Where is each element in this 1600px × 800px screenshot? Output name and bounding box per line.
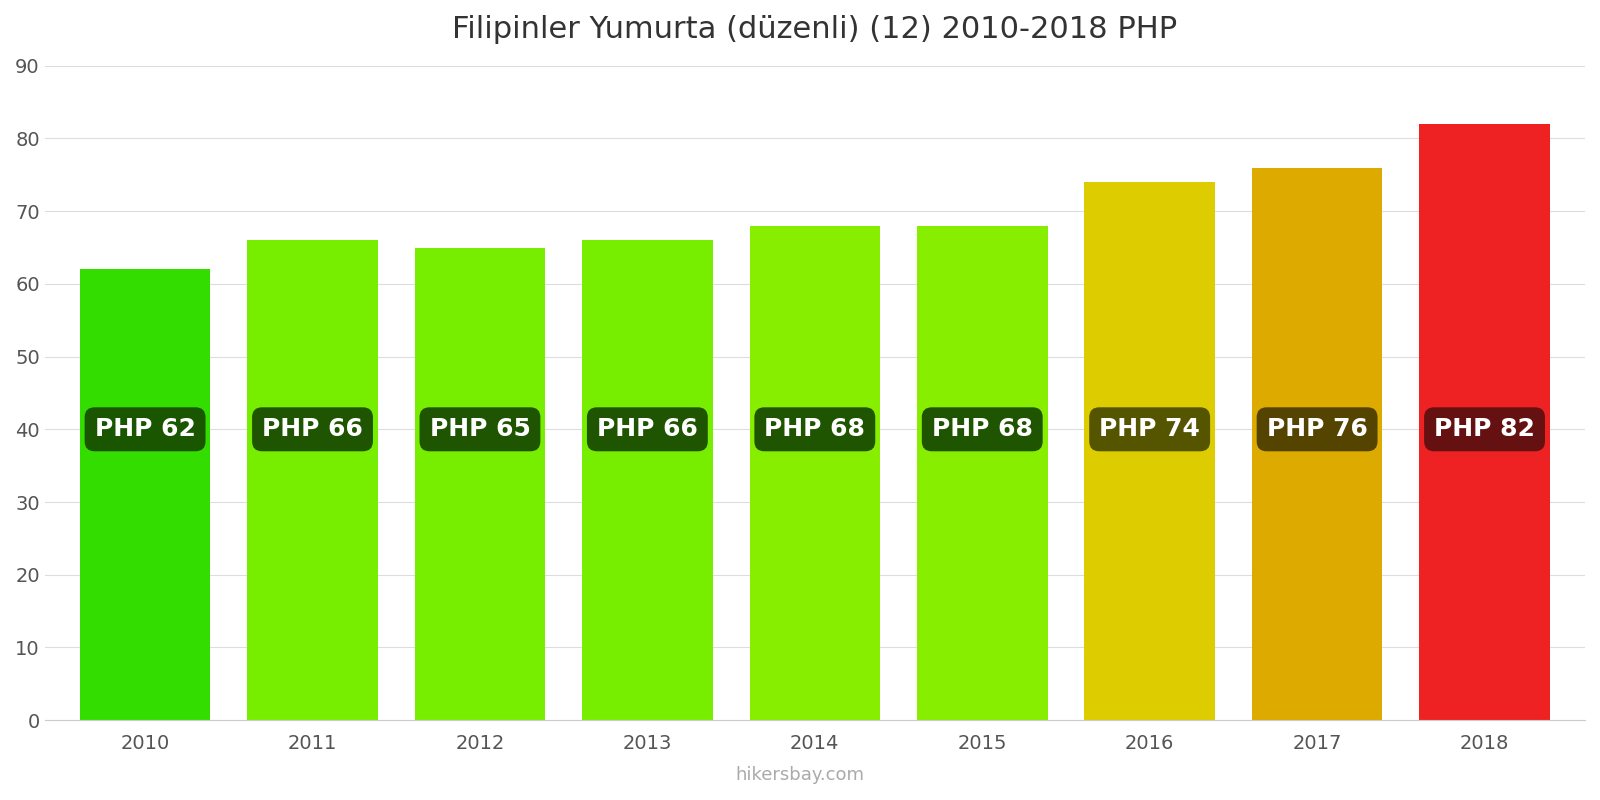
Text: PHP 65: PHP 65 xyxy=(429,418,530,442)
Bar xyxy=(414,247,546,720)
Bar xyxy=(1085,182,1214,720)
Text: hikersbay.com: hikersbay.com xyxy=(736,766,864,784)
Bar xyxy=(1419,124,1550,720)
Text: PHP 68: PHP 68 xyxy=(931,418,1032,442)
Text: PHP 62: PHP 62 xyxy=(94,418,195,442)
Bar xyxy=(749,226,880,720)
Text: PHP 76: PHP 76 xyxy=(1267,418,1368,442)
Text: PHP 66: PHP 66 xyxy=(597,418,698,442)
Bar xyxy=(80,270,210,720)
Bar xyxy=(248,240,378,720)
Title: Filipinler Yumurta (düzenli) (12) 2010-2018 PHP: Filipinler Yumurta (düzenli) (12) 2010-2… xyxy=(453,15,1178,44)
Bar xyxy=(917,226,1048,720)
Bar xyxy=(582,240,712,720)
Text: PHP 68: PHP 68 xyxy=(765,418,866,442)
Text: PHP 66: PHP 66 xyxy=(262,418,363,442)
Bar xyxy=(1251,167,1382,720)
Text: PHP 74: PHP 74 xyxy=(1099,418,1200,442)
Text: PHP 82: PHP 82 xyxy=(1434,418,1534,442)
